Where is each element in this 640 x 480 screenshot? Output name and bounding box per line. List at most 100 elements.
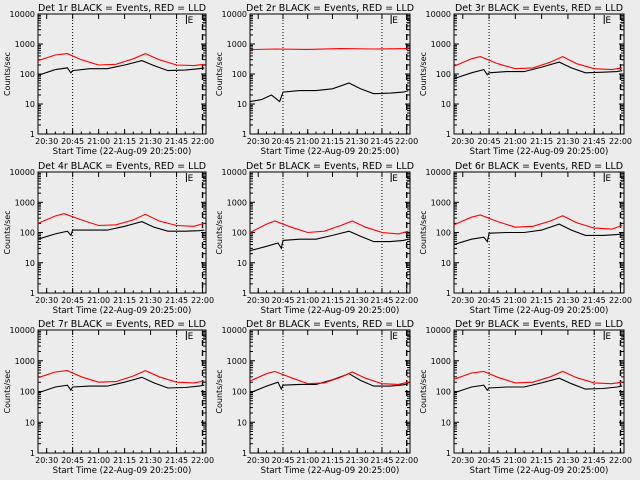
x-tick-label: 20:30 [35,456,58,465]
x-tick-label: 21:15 [321,296,344,305]
marker-label-s: S [405,174,411,184]
x-tick-label: 22:00 [191,137,214,146]
x-tick-label: 22:00 [609,456,632,465]
x-tick-label: 20:45 [478,456,501,465]
y-tick-label: 100 [20,229,35,238]
y-tick-label: 10 [441,259,451,268]
x-tick-label: 21:15 [530,456,553,465]
x-tick-label: 21:30 [346,456,369,465]
marker-label-s: S [405,332,411,342]
y-tick-label: 10 [25,100,35,109]
events-series-line [453,61,623,80]
y-tick-label: 10000 [426,326,451,335]
x-axis-label: Start Time (22-Aug-09 20:25:00) [53,147,192,157]
x-tick-label: 20:45 [478,137,501,146]
y-tick-label: 10 [237,259,247,268]
plot-frame [453,13,625,135]
lld-series-line [37,213,205,227]
y-axis-label: Counts/sec [215,210,224,254]
y-tick-label: 10000 [222,168,247,177]
marker-label-e: E [605,174,611,184]
lld-series-line [453,214,623,230]
x-tick-label: 21:15 [113,137,136,146]
y-tick-label: 100 [20,388,35,397]
y-tick-label: 100 [436,388,451,397]
x-tick-label: 21:15 [113,296,136,305]
plot-frame [249,329,411,454]
y-tick-label: 1000 [15,357,35,366]
marker-label-s: S [619,332,625,342]
panel-title: Det 9r BLACK = Events, RED = LLD [455,319,623,330]
y-tick-label: 100 [232,229,247,238]
plot-frame [453,329,625,454]
x-tick-label: 20:45 [271,137,294,146]
x-tick-label: 20:45 [271,296,294,305]
plot-frame [453,171,625,294]
y-tick-label: 1 [446,289,451,298]
x-tick-label: 20:30 [247,296,270,305]
marker-label-e: E [605,332,611,342]
x-tick-label: 21:30 [139,296,162,305]
y-tick-label: 10000 [10,168,35,177]
x-axis-label: Start Time (22-Aug-09 20:25:00) [261,466,400,476]
y-tick-label: 10 [441,418,451,427]
x-tick-label: 21:00 [296,137,319,146]
y-tick-label: 1 [242,289,247,298]
y-tick-label: 1000 [431,40,451,49]
x-tick-label: 21:30 [556,296,579,305]
events-series-line [453,223,623,246]
x-tick-label: 22:00 [191,456,214,465]
x-tick-label: 21:00 [504,137,527,146]
x-tick-label: 21:30 [139,137,162,146]
marker-label-e: E [188,16,194,26]
x-tick-label: 20:45 [61,456,84,465]
plot-frame [249,13,411,135]
marker-label-s: S [619,16,625,26]
detector-panel-5: Det 5r BLACK = Events, RED = LLD 1 10 100 10… [215,161,418,316]
marker-label-e: E [188,174,194,184]
y-tick-label: 100 [436,229,451,238]
x-tick-label: 20:30 [451,456,474,465]
x-tick-label: 22:00 [191,296,214,305]
y-axis-label: Counts/sec [419,210,428,254]
panel-title: Det 3r BLACK = Events, RED = LLD [455,3,623,14]
lld-series-line [249,48,409,51]
x-tick-label: 21:15 [530,296,553,305]
x-tick-label: 21:15 [321,137,344,146]
y-tick-label: 10000 [222,326,247,335]
events-series-line [37,221,205,240]
marker-label-s: S [201,174,207,184]
marker-label-e: E [188,332,194,342]
detector-panel-4: Det 4r BLACK = Events, RED = LLD 1 10 100 10… [3,161,214,316]
panel-title: Det 8r BLACK = Events, RED = LLD [246,319,414,330]
panel-title: Det 4r BLACK = Events, RED = LLD [38,161,206,172]
panel-title: Det 7r BLACK = Events, RED = LLD [38,319,206,330]
x-tick-label: 20:30 [247,456,270,465]
x-tick-label: 20:30 [247,137,270,146]
detector-panel-6: Det 6r BLACK = Events, RED = LLD 1 10 100 10… [419,161,632,316]
y-axis-label: Counts/sec [215,369,224,413]
marker-label-s: S [201,332,207,342]
y-tick-label: 1 [242,449,247,458]
x-tick-label: 22:00 [395,137,418,146]
x-axis-label: Start Time (22-Aug-09 20:25:00) [470,306,609,316]
events-series-line [37,376,205,394]
detector-panel-8: Det 8r BLACK = Events, RED = LLD 1 10 100 10… [215,319,418,476]
x-tick-label: 20:30 [451,296,474,305]
x-tick-label: 20:45 [271,456,294,465]
x-axis-label: Start Time (22-Aug-09 20:25:00) [470,466,609,476]
x-tick-label: 20:45 [61,137,84,146]
x-tick-label: 21:00 [504,456,527,465]
events-series-line [249,82,409,103]
x-tick-label: 20:30 [35,296,58,305]
lld-series-line [249,370,409,385]
x-tick-label: 21:30 [346,137,369,146]
y-tick-label: 1 [30,449,35,458]
lld-series-line [453,55,623,71]
y-tick-label: 1 [242,130,247,139]
y-tick-label: 10 [237,100,247,109]
x-tick-label: 21:00 [87,137,110,146]
y-tick-label: 1 [446,130,451,139]
y-tick-label: 1000 [15,198,35,207]
lld-series-line [37,53,205,67]
